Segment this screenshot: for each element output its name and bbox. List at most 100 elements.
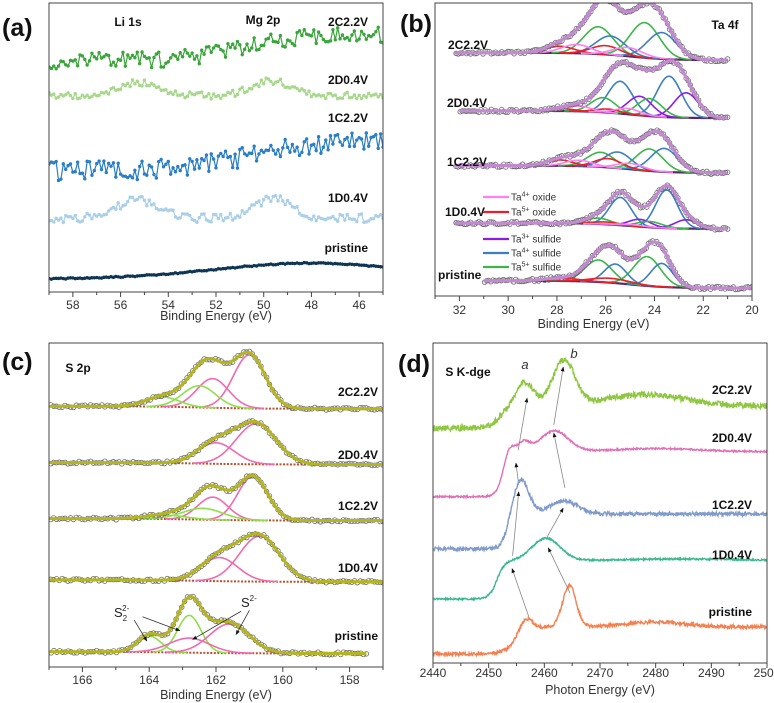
data-point — [240, 52, 244, 57]
legend-charge: 5+ — [522, 207, 530, 214]
x-tick-label: 48 — [305, 298, 319, 312]
data-point — [128, 84, 132, 89]
data-point — [109, 207, 113, 211]
data-point — [242, 211, 247, 216]
series-2C2.2V — [49, 348, 383, 413]
data-point — [133, 168, 137, 172]
data-point — [149, 203, 154, 207]
series-label: pristine — [438, 268, 482, 282]
series-label: 2D0.4V — [338, 448, 378, 462]
data-point — [109, 63, 113, 67]
data-point — [247, 86, 252, 91]
data-point — [226, 41, 230, 46]
data-point — [242, 47, 247, 52]
data-point — [247, 206, 252, 211]
data-point — [374, 132, 378, 137]
data-point — [221, 218, 225, 223]
data-point — [202, 95, 206, 99]
peak-label-b: b — [570, 346, 577, 361]
legend-label: Ta4+ oxide — [511, 192, 557, 204]
data-point — [185, 51, 190, 55]
data-point — [140, 50, 144, 54]
data-point — [319, 151, 323, 155]
data-point — [340, 33, 345, 37]
data-point — [312, 214, 316, 218]
envelope-fit — [454, 129, 728, 175]
component-peak-ox4 — [587, 162, 674, 173]
legend-label: Ta3+ sulfide — [511, 234, 562, 246]
series-label: 1C2.2V — [712, 498, 752, 512]
x-tick-label: 24 — [648, 303, 662, 317]
data-point — [147, 163, 151, 167]
data-point — [219, 151, 223, 156]
data-point — [235, 482, 241, 488]
data-point — [271, 148, 275, 152]
data-point — [126, 199, 130, 204]
data-point — [228, 211, 233, 216]
x-tick-label: 58 — [66, 298, 80, 312]
x-tick-label: 20 — [745, 303, 759, 317]
data-point — [68, 214, 73, 219]
data-point — [324, 39, 328, 44]
data-point — [233, 46, 237, 50]
data-point — [352, 144, 357, 148]
data-point — [226, 155, 230, 160]
legend-text: oxide — [530, 193, 557, 204]
data-point — [355, 138, 359, 142]
data-point — [188, 157, 192, 161]
data-point — [238, 147, 242, 152]
series-1D0.4V — [453, 182, 731, 233]
data-point — [168, 172, 173, 176]
data-point — [331, 27, 335, 32]
data-point — [266, 196, 271, 200]
data-point — [271, 82, 275, 86]
data-point — [126, 81, 130, 86]
data-point — [126, 53, 130, 57]
data-point — [250, 46, 254, 50]
data-point — [257, 199, 261, 203]
data-point — [338, 212, 342, 217]
data-point — [302, 140, 306, 144]
series-line — [433, 582, 767, 659]
data-point — [75, 219, 80, 223]
data-point — [326, 148, 330, 152]
data-point — [133, 198, 137, 203]
data-point — [366, 91, 371, 95]
species-base: S — [114, 605, 123, 620]
panel-label: (d) — [398, 350, 430, 378]
data-point — [154, 206, 159, 211]
data-point — [297, 211, 302, 216]
data-point — [357, 136, 361, 140]
data-point — [245, 209, 249, 214]
data-point — [355, 39, 359, 43]
data-point — [154, 176, 159, 180]
series-1D0.4V — [49, 531, 383, 586]
data-point — [293, 149, 297, 153]
annotation-arrow — [142, 616, 181, 632]
component-peak-ox4 — [580, 46, 675, 61]
annotation-label: Ta 4f — [711, 18, 739, 32]
annotation-arrow — [514, 462, 519, 481]
series-label: 2C2.2V — [338, 385, 378, 399]
series-label: 2C2.2V — [328, 15, 368, 29]
data-point — [214, 43, 218, 48]
data-point — [293, 43, 297, 48]
legend-label: Ta4+ sulfide — [511, 248, 562, 260]
data-point — [140, 159, 144, 163]
data-point — [173, 215, 178, 219]
data-point — [338, 140, 342, 144]
data-point — [83, 177, 87, 181]
data-point — [364, 95, 368, 99]
data-point — [49, 160, 54, 164]
component-peak-ox4 — [529, 43, 624, 57]
data-point — [276, 148, 280, 152]
data-point — [142, 198, 147, 202]
series-label: 1D0.4V — [328, 191, 368, 205]
data-point — [290, 142, 295, 147]
series-1C2.2V — [433, 476, 767, 553]
data-point — [147, 84, 151, 88]
annotation-arrow — [547, 547, 571, 594]
data-point — [71, 96, 75, 101]
data-point — [116, 161, 120, 166]
data-point — [326, 91, 330, 96]
